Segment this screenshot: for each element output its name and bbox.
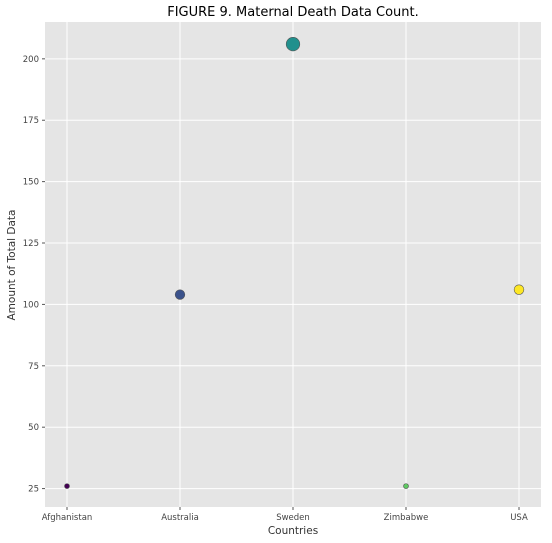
x-tick-labels: Afghanistan Australia Sweden Zimbabwe USA xyxy=(42,513,528,523)
y-tick-label: 25 xyxy=(28,485,39,495)
x-axis-title: Countries xyxy=(268,525,318,537)
chart-title: FIGURE 9. Maternal Death Data Count. xyxy=(167,5,419,20)
y-tick-label: 100 xyxy=(23,300,39,310)
data-point xyxy=(513,284,525,295)
data-point xyxy=(403,483,409,489)
y-tick-label: 200 xyxy=(23,55,39,65)
x-tick-label: Sweden xyxy=(276,513,310,523)
data-point xyxy=(285,37,301,52)
x-tick-label: Zimbabwe xyxy=(384,513,429,523)
x-tick-label: Australia xyxy=(161,513,199,523)
y-tick-label: 50 xyxy=(28,423,39,433)
y-tick-labels: 25 50 75 100 125 150 175 200 xyxy=(23,55,39,495)
grid xyxy=(42,22,541,510)
data-points xyxy=(64,37,525,489)
y-tick-label: 175 xyxy=(23,116,39,126)
y-axis-title: Amount of Total Data xyxy=(6,210,18,321)
y-tick-label: 75 xyxy=(28,362,39,372)
y-tick-label: 125 xyxy=(23,239,39,249)
y-tick-label: 150 xyxy=(23,178,39,188)
x-tick-label: Afghanistan xyxy=(42,513,93,523)
data-point xyxy=(64,483,70,489)
x-tick-label: USA xyxy=(510,513,528,523)
data-point xyxy=(174,289,186,300)
